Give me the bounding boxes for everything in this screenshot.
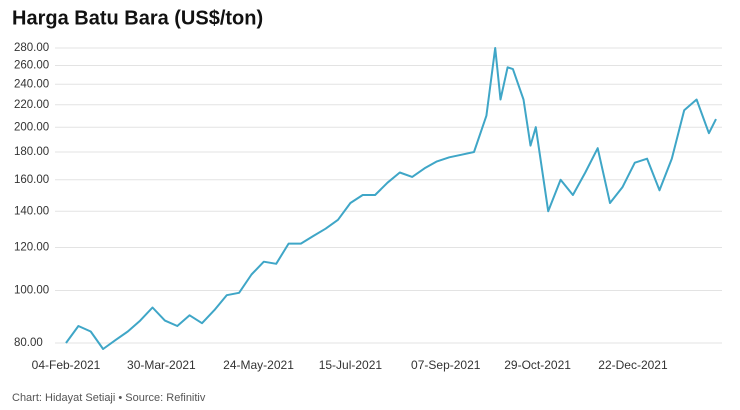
x-tick-label: 04-Feb-2021 — [32, 358, 101, 372]
x-tick-label: 30-Mar-2021 — [127, 358, 196, 372]
y-tick-label: 240.00 — [14, 78, 49, 90]
x-tick-label: 07-Sep-2021 — [411, 358, 481, 372]
chart-title: Harga Batu Bara (US$/ton) — [12, 7, 263, 29]
data-line — [65, 47, 717, 350]
x-tick-label: 15-Jul-2021 — [319, 358, 383, 372]
source-note: Chart: Hidayat Setiaji • Source: Refinit… — [12, 392, 206, 404]
y-tick-label: 200.00 — [14, 121, 49, 133]
x-tick-label: 29-Oct-2021 — [504, 358, 571, 372]
y-tick-label: 120.00 — [14, 242, 49, 254]
x-tick-label: 22-Dec-2021 — [598, 358, 668, 372]
x-tick-label: 24-May-2021 — [223, 358, 294, 372]
y-tick-label: 80.00 — [14, 337, 43, 349]
y-tick-label: 100.00 — [14, 284, 49, 296]
y-tick-label: 280.00 — [14, 42, 49, 54]
y-tick-label: 180.00 — [14, 146, 49, 158]
y-tick-label: 220.00 — [14, 99, 49, 111]
y-tick-label: 160.00 — [14, 174, 49, 186]
y-tick-label: 140.00 — [14, 205, 49, 217]
y-tick-label: 260.00 — [14, 59, 49, 71]
